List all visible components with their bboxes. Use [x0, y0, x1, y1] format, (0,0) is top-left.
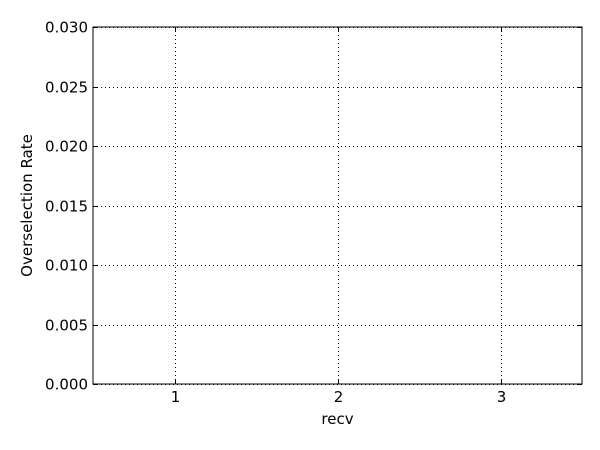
y-tick-label: 0.010: [45, 257, 88, 275]
y-tick-label: 0.025: [45, 79, 88, 97]
y-tick-label: 0.030: [45, 19, 88, 37]
y-tick-label: 0.020: [45, 138, 88, 156]
plot-frame: [92, 26, 583, 385]
y-axis-label: Overselection Rate: [18, 134, 36, 277]
x-tick-label: 1: [171, 388, 181, 406]
x-tick-label: 2: [334, 388, 344, 406]
y-tick-label: 0.005: [45, 317, 88, 335]
x-tick-label: 3: [497, 388, 507, 406]
y-ticks: 0.000 0.005 0.010 0.015 0.020 0.025 0.030: [45, 19, 582, 394]
y-tick-label: 0.000: [45, 376, 88, 394]
x-ticks: 1 2 3: [171, 27, 507, 406]
y-tick-label: 0.015: [45, 198, 88, 216]
plot-background: [93, 27, 582, 384]
x-axis-label: recv: [321, 410, 353, 428]
